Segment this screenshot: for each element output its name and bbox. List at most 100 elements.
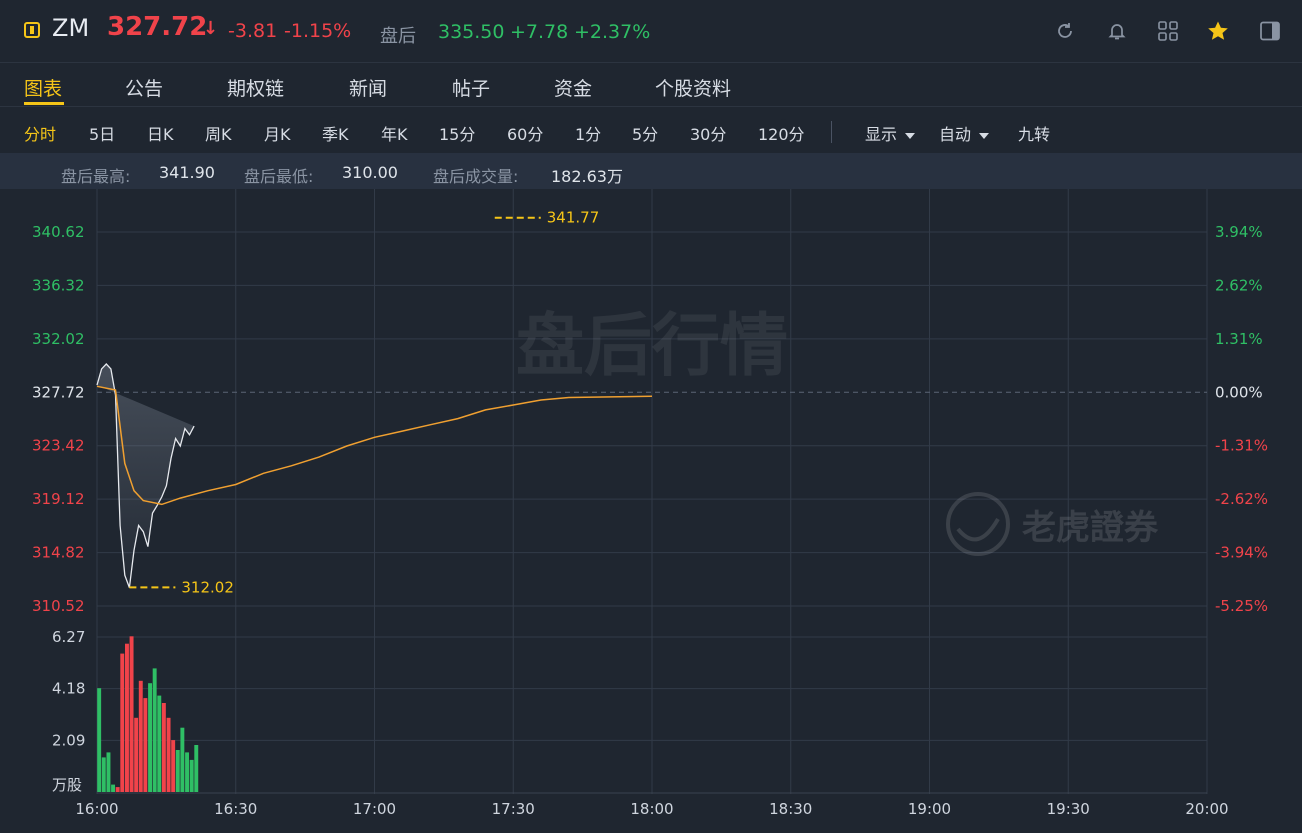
y-tick-label: 340.62 — [32, 223, 85, 241]
volume-bar — [125, 643, 129, 792]
period-daily[interactable]: 日K — [147, 125, 174, 144]
period-60min[interactable]: 60分 — [507, 125, 544, 144]
volume-tick-label: 4.18 — [52, 680, 85, 698]
volume-label: 盘后成交量: — [433, 167, 519, 186]
volume-bar — [152, 668, 157, 792]
pct-tick-label: -2.62% — [1215, 490, 1268, 508]
display-label: 显示 — [865, 125, 898, 144]
pct-tick-label: 0.00% — [1215, 383, 1263, 401]
chart-background — [0, 189, 1302, 833]
low-label: 盘后最低: — [244, 167, 314, 186]
nine-turn-toggle[interactable]: 九转 — [1018, 125, 1051, 144]
volume-value: 182.63万 — [551, 167, 623, 186]
x-tick-label: 16:30 — [214, 800, 257, 818]
period-divider — [831, 121, 832, 143]
volume-bar — [120, 653, 125, 792]
after-hours-price: 335.50 — [438, 21, 505, 43]
brand-watermark-logo — [946, 492, 1010, 556]
period-120min[interactable]: 120分 — [758, 125, 805, 144]
high-value: 341.90 — [159, 163, 215, 182]
volume-bar — [115, 787, 120, 792]
pct-tick-label: -3.94% — [1215, 544, 1268, 562]
period-15min[interactable]: 15分 — [439, 125, 476, 144]
low-marker-label: 312.02 — [181, 578, 234, 596]
market-badge-icon — [24, 22, 40, 38]
watermark-text: 盘后行情 — [516, 307, 788, 386]
volume-bar — [161, 703, 166, 792]
high-marker-label: 341.77 — [547, 209, 600, 227]
volume-bar — [134, 717, 139, 792]
tab-announcements[interactable]: 公告 — [125, 78, 164, 100]
x-tick-label: 20:00 — [1185, 800, 1228, 818]
pct-tick-label: 3.94% — [1215, 223, 1263, 241]
average-line — [96, 385, 653, 506]
volume-bar — [185, 752, 190, 792]
tab-news[interactable]: 新闻 — [349, 78, 388, 100]
x-tick-label: 19:00 — [908, 800, 951, 818]
x-tick-label: 19:30 — [1047, 800, 1090, 818]
period-5min[interactable]: 5分 — [632, 125, 659, 144]
tab-options-chain[interactable]: 期权链 — [227, 78, 285, 100]
price-change-pct: -1.15% — [284, 20, 352, 42]
volume-bar — [97, 688, 102, 792]
tab-capital[interactable]: 资金 — [554, 78, 593, 100]
caret-down-icon — [905, 132, 916, 139]
period-monthly[interactable]: 月K — [264, 125, 291, 144]
period-30min[interactable]: 30分 — [690, 125, 727, 144]
period-1min[interactable]: 1分 — [575, 125, 602, 144]
symbol: ZM — [52, 14, 90, 42]
volume-tick-label: 6.27 — [52, 628, 85, 646]
star-icon[interactable] — [1207, 20, 1229, 42]
tab-chart[interactable]: 图表 — [24, 78, 63, 100]
tab-posts[interactable]: 帖子 — [452, 78, 491, 100]
bell-icon[interactable] — [1106, 20, 1128, 42]
auto-dropdown[interactable]: 自动 — [939, 121, 990, 145]
x-tick-label: 17:30 — [492, 800, 535, 818]
volume-bar — [189, 759, 194, 792]
price-line — [96, 363, 195, 588]
after-hours-stats: 盘后最高: 341.90 盘后最低: 310.00 盘后成交量: 182.63万 — [0, 153, 1302, 189]
y-tick-label: 323.42 — [32, 437, 85, 455]
grid-icon[interactable] — [1157, 20, 1179, 42]
high-label: 盘后最高: — [61, 167, 131, 186]
volume-bar — [129, 636, 134, 792]
display-dropdown[interactable]: 显示 — [865, 121, 916, 145]
pct-tick-label: -1.31% — [1215, 437, 1268, 455]
y-tick-label: 310.52 — [32, 597, 85, 615]
period-intraday[interactable]: 分时 — [24, 125, 57, 144]
period-quarterly[interactable]: 季K — [322, 125, 349, 144]
volume-bar — [143, 698, 148, 792]
x-tick-label: 18:30 — [769, 800, 812, 818]
x-tick-label: 18:00 — [630, 800, 673, 818]
volume-unit-label: 万股 — [52, 776, 82, 794]
caret-down-icon — [979, 132, 990, 139]
volume-bar — [180, 727, 185, 792]
after-hours-label: 盘后 — [380, 26, 416, 47]
pct-tick-label: 2.62% — [1215, 276, 1263, 294]
x-tick-label: 17:00 — [353, 800, 396, 818]
price-change: -3.81 — [228, 20, 278, 42]
panel-icon[interactable] — [1259, 20, 1281, 42]
quote-header: ZM 327.72 ↓ -3.81 -1.15% 盘后 335.50 +7.78… — [0, 0, 1302, 62]
period-weekly[interactable]: 周K — [205, 125, 232, 144]
low-value: 310.00 — [342, 163, 398, 182]
tab-profile[interactable]: 个股资料 — [655, 78, 732, 100]
brand-logo-icon — [946, 492, 1010, 556]
y-tick-label: 336.32 — [32, 276, 85, 294]
tabs-divider — [0, 106, 1302, 107]
volume-tick-label: 2.09 — [52, 731, 85, 749]
intraday-chart[interactable]: 340.62 3.94% 336.32 2.62% 332.02 1.31% 327.72 0… — [0, 189, 1302, 833]
after-hours-change: +7.78 — [510, 21, 569, 43]
period-5day[interactable]: 5日 — [89, 125, 116, 144]
y-tick-label: 314.82 — [32, 544, 85, 562]
volume-bar — [101, 757, 106, 792]
header-divider — [0, 62, 1302, 63]
pct-tick-label: -5.25% — [1215, 597, 1268, 615]
period-yearly[interactable]: 年K — [381, 125, 408, 144]
brand-watermark-text: 老虎證券 — [1022, 508, 1159, 548]
down-arrow-icon: ↓ — [203, 18, 219, 39]
refresh-icon[interactable] — [1054, 20, 1076, 42]
volume-bar — [175, 750, 180, 792]
last-price: 327.72 — [107, 12, 208, 42]
auto-label: 自动 — [939, 125, 972, 144]
